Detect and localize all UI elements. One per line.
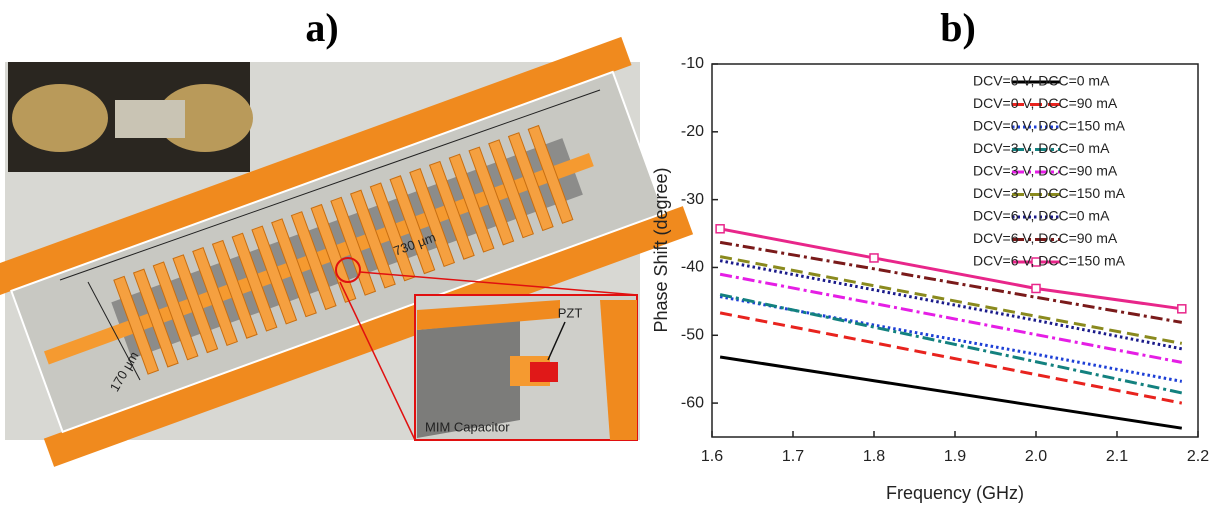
- finger: [428, 160, 475, 260]
- legend-label: DCV=6 V, DCC=0 mA: [973, 208, 1110, 224]
- finger: [152, 261, 199, 361]
- device-layout: [0, 36, 694, 467]
- x-tick-label: 1.8: [863, 448, 885, 465]
- y-tick-label: -30: [681, 191, 704, 208]
- finger: [192, 247, 238, 347]
- finger: [310, 203, 357, 303]
- ground-trace: [43, 206, 694, 467]
- y-tick-label: -40: [681, 259, 704, 276]
- length-dimension: [59, 89, 601, 281]
- finger: [409, 168, 456, 268]
- series-line: [719, 259, 1183, 351]
- x-tick-label: 1.9: [944, 448, 966, 465]
- x-tick-label: 2.2: [1187, 448, 1209, 465]
- y-tick-label: -20: [681, 123, 704, 140]
- zoom-circle: [335, 257, 361, 283]
- series-marker: [869, 253, 879, 263]
- finger: [369, 182, 416, 282]
- series-line: [719, 293, 1183, 395]
- finger: [389, 175, 436, 275]
- finger: [211, 239, 258, 339]
- device-rendering: 730 µm 170 µm PZT MIM Capacitor: [0, 36, 694, 467]
- finger: [231, 232, 278, 332]
- inset-trace: [417, 300, 560, 330]
- finger: [113, 275, 160, 375]
- x-tick-label: 1.7: [782, 448, 804, 465]
- inset-trace: [600, 300, 637, 440]
- finger: [468, 146, 515, 246]
- zoom-line: [359, 271, 638, 296]
- finger: [330, 196, 377, 296]
- series-line: [719, 240, 1183, 324]
- x-tick-label: 1.6: [701, 448, 723, 465]
- pzt-arrow: [547, 321, 566, 361]
- legend-label: DCV=3 V, DCC=0 mA: [973, 140, 1110, 156]
- chip: [115, 100, 185, 138]
- y-tick-label: -50: [681, 326, 704, 343]
- series-marker: [1177, 304, 1187, 314]
- pzt-label: PZT: [558, 305, 583, 320]
- finger: [448, 153, 495, 253]
- ground-trace: [0, 36, 632, 298]
- x-axis-title: Frequency (GHz): [886, 483, 1024, 503]
- legend-label: DCV=0 V, DCC=90 mA: [973, 95, 1118, 111]
- finger: [527, 124, 574, 224]
- x-tick-label: 2.1: [1106, 448, 1128, 465]
- series-line: [719, 272, 1183, 364]
- legend-label: DCV=6 V, DCC=90 mA: [973, 230, 1118, 246]
- series-marker: [1031, 283, 1041, 294]
- probe: [12, 84, 108, 152]
- finger: [251, 225, 298, 325]
- mim-label: MIM Capacitor: [425, 419, 510, 434]
- y-tick-label: -60: [681, 394, 704, 411]
- finger: [290, 211, 337, 311]
- legend-label: DCV=3 V, DCC=90 mA: [973, 163, 1118, 179]
- y-tick-label: -10: [681, 55, 704, 72]
- legend-label: DCV=0 V, DCC=0 mA: [973, 73, 1110, 89]
- x-tick-label: 2.0: [1025, 448, 1047, 465]
- legend-label: DCV=3 V, DCC=150 mA: [973, 185, 1126, 201]
- legend-label: DCV=6 V, DCC=150 mA: [973, 253, 1126, 269]
- finger: [507, 132, 554, 232]
- series-line: [719, 311, 1183, 405]
- panel-label: b): [940, 5, 976, 50]
- width-dimension: [87, 281, 141, 381]
- pzt-block: [530, 362, 558, 382]
- legend-label: DCV=0 V, DCC=150 mA: [973, 118, 1126, 134]
- finger: [488, 139, 534, 239]
- series-line: [719, 227, 1183, 311]
- zoom-line: [339, 281, 416, 441]
- finger: [172, 254, 219, 354]
- legend-marker: [1031, 257, 1041, 267]
- panel-label: a): [305, 5, 338, 50]
- y-axis-title: Phase Shift (degree): [651, 167, 671, 332]
- series-marker: [715, 224, 725, 234]
- inset-slab: [417, 320, 520, 438]
- finger: [132, 268, 179, 368]
- series-line: [719, 255, 1183, 345]
- finger: [271, 218, 317, 318]
- finger: [350, 189, 396, 289]
- series-line: [719, 355, 1183, 430]
